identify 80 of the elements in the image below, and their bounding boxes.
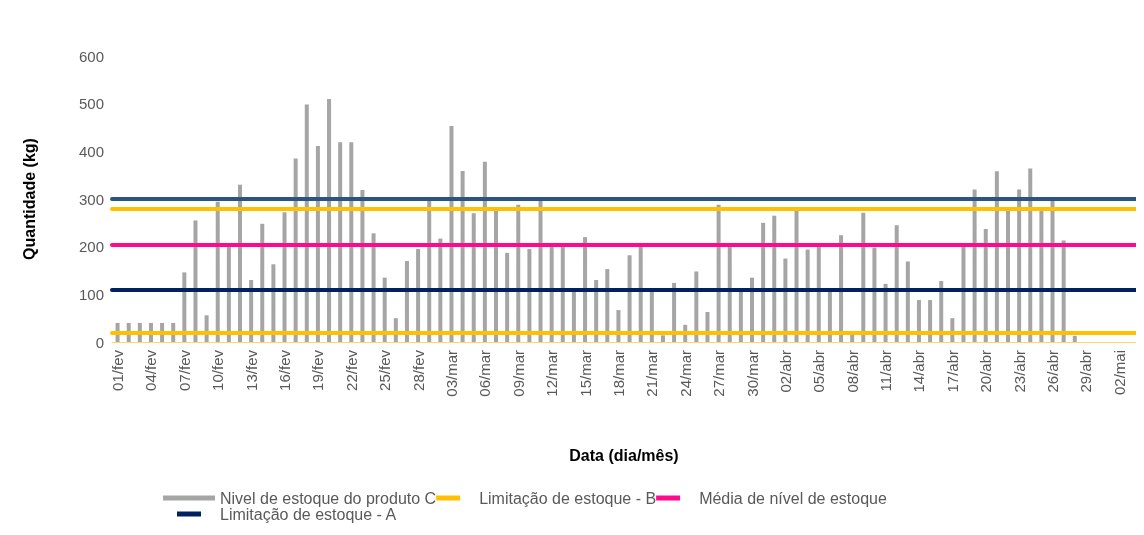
bar [660, 335, 665, 342]
y-tick-label: 0 [95, 333, 104, 351]
x-tick-label: 01/fev [109, 349, 127, 391]
x-tick-label: 29/abr [1077, 350, 1095, 393]
y-tick-label: 300 [78, 190, 104, 208]
x-tick-label: 13/fev [242, 349, 260, 391]
x-tick-label: 09/mar [509, 350, 527, 397]
bar [471, 213, 476, 342]
bar [961, 245, 966, 342]
x-tick-label: 28/fev [409, 349, 427, 391]
bar [905, 261, 910, 342]
x-tick-label: 21/mar [643, 350, 661, 397]
y-tick-label: 100 [78, 285, 104, 303]
bar [627, 255, 632, 342]
y-tick-label: 500 [78, 95, 104, 113]
y-tick-label: 200 [78, 238, 104, 256]
bar [638, 245, 643, 342]
x-tick-label: 23/abr [1010, 350, 1028, 393]
bar [1006, 210, 1010, 342]
x-tick-label: 02/mai [1110, 350, 1128, 396]
x-tick-label: 26/abr [1044, 350, 1062, 393]
bar [894, 225, 899, 342]
bar [872, 247, 877, 342]
bar [772, 215, 777, 342]
x-tick-label: 15/mar [576, 350, 594, 397]
x-tick-label: 14/abr [910, 350, 928, 393]
x-tick-label: 11/abr [877, 350, 895, 392]
bar [738, 291, 743, 342]
x-tick-label: 07/fev [175, 349, 193, 391]
x-tick-label: 25/fev [376, 349, 394, 391]
bar [416, 249, 421, 342]
x-tick-label: 30/mar [743, 350, 761, 397]
bar [549, 245, 554, 342]
x-tick-label: 10/fev [209, 349, 227, 391]
x-tick-label: 05/abr [810, 350, 828, 393]
bar [761, 222, 766, 342]
x-tick-label: 04/fev [142, 349, 160, 391]
x-tick-label: 06/mar [476, 350, 494, 397]
x-axis-title: Data (dia/mês) [569, 446, 679, 464]
x-tick-label: 20/abr [977, 350, 995, 393]
bar [571, 291, 576, 342]
x-tick-label: 17/abr [943, 350, 961, 393]
x-tick-label: 22/fev [342, 349, 360, 391]
bar [271, 264, 276, 342]
bar [805, 249, 810, 342]
bar [494, 210, 498, 342]
bar [827, 291, 832, 342]
bar [560, 245, 565, 342]
x-tick-label: 18/mar [609, 350, 627, 397]
x-tick-label: 03/mar [442, 350, 460, 397]
y-tick-label: 600 [78, 47, 104, 65]
bar [327, 98, 332, 342]
bar [304, 104, 309, 342]
bar [649, 291, 654, 342]
x-tick-label: 12/mar [543, 350, 561, 397]
bar [794, 209, 799, 342]
bar [916, 300, 921, 342]
bar [505, 252, 510, 342]
y-axis-title: Quantidade (kg) [20, 138, 38, 260]
x-tick-label: 27/mar [710, 350, 728, 397]
bar [226, 245, 231, 342]
bar [783, 258, 788, 342]
x-tick-label: 08/abr [843, 350, 861, 393]
x-tick-label: 24/mar [676, 350, 694, 397]
bar [1039, 210, 1044, 342]
bar [727, 245, 732, 342]
x-tick-label: 19/fev [309, 349, 327, 391]
x-tick-label: 02/abr [776, 350, 794, 393]
bar [527, 249, 532, 342]
bar [1072, 335, 1077, 342]
bar [404, 260, 409, 342]
x-tick-label: 16/fev [276, 349, 294, 391]
legend-label: Limitação de estoque - B [479, 489, 657, 507]
legend-label: Nivel de estoque do produto C [220, 489, 437, 507]
y-tick-label: 400 [78, 142, 104, 160]
bar [816, 245, 821, 342]
bar [928, 300, 933, 342]
bar [260, 223, 265, 342]
legend-label: Média de nível de estoque [699, 489, 887, 507]
bar [850, 334, 855, 342]
